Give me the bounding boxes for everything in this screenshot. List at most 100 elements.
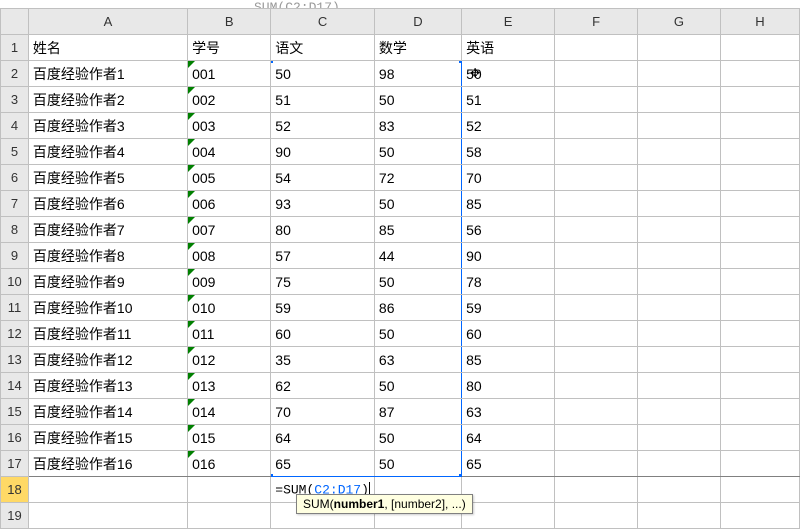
cell[interactable] bbox=[638, 321, 721, 347]
cell[interactable]: 百度经验作者2 bbox=[28, 87, 187, 113]
cell[interactable]: 百度经验作者5 bbox=[28, 165, 187, 191]
cell[interactable]: 83 bbox=[374, 113, 461, 139]
cell[interactable]: 50 bbox=[374, 373, 461, 399]
cell[interactable]: 百度经验作者9 bbox=[28, 269, 187, 295]
cell[interactable]: 015 bbox=[188, 425, 271, 451]
cell[interactable] bbox=[720, 113, 799, 139]
cell[interactable]: 百度经验作者4 bbox=[28, 139, 187, 165]
cell[interactable]: 百度经验作者12 bbox=[28, 347, 187, 373]
cell[interactable] bbox=[720, 321, 799, 347]
cell[interactable] bbox=[638, 61, 721, 87]
cell[interactable] bbox=[720, 87, 799, 113]
cell[interactable]: 64 bbox=[462, 425, 555, 451]
cell[interactable] bbox=[638, 347, 721, 373]
cell[interactable] bbox=[638, 139, 721, 165]
cell[interactable] bbox=[720, 35, 799, 61]
cell[interactable] bbox=[638, 87, 721, 113]
cell[interactable] bbox=[720, 503, 799, 529]
cell[interactable] bbox=[638, 399, 721, 425]
cell[interactable] bbox=[188, 477, 271, 503]
cell[interactable]: 学号 bbox=[188, 35, 271, 61]
cell[interactable]: 64 bbox=[271, 425, 375, 451]
row-header[interactable]: 19 bbox=[1, 503, 29, 529]
cell[interactable]: 85 bbox=[462, 191, 555, 217]
row-header[interactable]: 4 bbox=[1, 113, 29, 139]
cell[interactable] bbox=[555, 165, 638, 191]
cell[interactable]: 75 bbox=[271, 269, 375, 295]
cell[interactable]: 011 bbox=[188, 321, 271, 347]
cell[interactable]: 百度经验作者3 bbox=[28, 113, 187, 139]
cell[interactable]: 62 bbox=[271, 373, 375, 399]
cell[interactable]: 98 bbox=[374, 61, 461, 87]
cell[interactable] bbox=[638, 113, 721, 139]
cell[interactable]: 87 bbox=[374, 399, 461, 425]
cell[interactable]: 70 bbox=[271, 399, 375, 425]
row-header[interactable]: 13 bbox=[1, 347, 29, 373]
cell[interactable] bbox=[555, 347, 638, 373]
cell[interactable]: 百度经验作者8 bbox=[28, 243, 187, 269]
cell[interactable]: 80 bbox=[271, 217, 375, 243]
cell[interactable]: 93 bbox=[271, 191, 375, 217]
cell[interactable]: 90 bbox=[462, 243, 555, 269]
cell[interactable] bbox=[638, 451, 721, 477]
cell[interactable] bbox=[555, 373, 638, 399]
cell[interactable]: 英语 bbox=[462, 35, 555, 61]
cell[interactable] bbox=[28, 477, 187, 503]
cell[interactable] bbox=[555, 191, 638, 217]
cell[interactable] bbox=[555, 113, 638, 139]
cell[interactable] bbox=[638, 269, 721, 295]
row-header[interactable]: 16 bbox=[1, 425, 29, 451]
cell[interactable]: 78 bbox=[462, 269, 555, 295]
row-header[interactable]: 15 bbox=[1, 399, 29, 425]
col-header-G[interactable]: G bbox=[638, 9, 721, 35]
cell[interactable]: 百度经验作者11 bbox=[28, 321, 187, 347]
cell[interactable] bbox=[638, 243, 721, 269]
cell[interactable]: 60 bbox=[462, 321, 555, 347]
cell[interactable] bbox=[555, 451, 638, 477]
cell[interactable]: 百度经验作者1 bbox=[28, 61, 187, 87]
cell[interactable]: 86 bbox=[374, 295, 461, 321]
cell[interactable] bbox=[638, 165, 721, 191]
cell[interactable] bbox=[555, 139, 638, 165]
cell[interactable]: 003 bbox=[188, 113, 271, 139]
cell[interactable] bbox=[720, 295, 799, 321]
row-header[interactable]: 6 bbox=[1, 165, 29, 191]
col-header-F[interactable]: F bbox=[555, 9, 638, 35]
cell[interactable]: 56 bbox=[462, 217, 555, 243]
cell[interactable]: 80 bbox=[462, 373, 555, 399]
cell[interactable]: 50 bbox=[374, 139, 461, 165]
col-header-H[interactable]: H bbox=[720, 9, 799, 35]
cell[interactable] bbox=[555, 217, 638, 243]
cell[interactable]: 51 bbox=[462, 87, 555, 113]
cell[interactable] bbox=[638, 35, 721, 61]
cell[interactable]: 姓名 bbox=[28, 35, 187, 61]
cell[interactable] bbox=[555, 35, 638, 61]
cell[interactable]: 013 bbox=[188, 373, 271, 399]
cell[interactable]: 63 bbox=[374, 347, 461, 373]
row-header[interactable]: 9 bbox=[1, 243, 29, 269]
cell[interactable]: 012 bbox=[188, 347, 271, 373]
cell[interactable]: 004 bbox=[188, 139, 271, 165]
cell[interactable]: 60 bbox=[271, 321, 375, 347]
cell[interactable]: 63 bbox=[462, 399, 555, 425]
cell[interactable] bbox=[638, 295, 721, 321]
cell[interactable]: 44 bbox=[374, 243, 461, 269]
cell[interactable]: 65 bbox=[271, 451, 375, 477]
cell[interactable]: 85 bbox=[462, 347, 555, 373]
row-header[interactable]: 11 bbox=[1, 295, 29, 321]
cell[interactable]: 50 bbox=[374, 321, 461, 347]
row-header[interactable]: 2 bbox=[1, 61, 29, 87]
col-header-D[interactable]: D bbox=[374, 9, 461, 35]
cell[interactable]: 50 bbox=[374, 451, 461, 477]
row-header[interactable]: 10 bbox=[1, 269, 29, 295]
cell[interactable] bbox=[638, 425, 721, 451]
cell[interactable]: 70 bbox=[462, 165, 555, 191]
cell[interactable]: 百度经验作者14 bbox=[28, 399, 187, 425]
cell[interactable] bbox=[188, 503, 271, 529]
cell[interactable] bbox=[720, 373, 799, 399]
row-header[interactable]: 8 bbox=[1, 217, 29, 243]
cell[interactable] bbox=[555, 295, 638, 321]
cell[interactable]: 54 bbox=[271, 165, 375, 191]
corner-cell[interactable] bbox=[1, 9, 29, 35]
cell[interactable] bbox=[462, 477, 555, 503]
